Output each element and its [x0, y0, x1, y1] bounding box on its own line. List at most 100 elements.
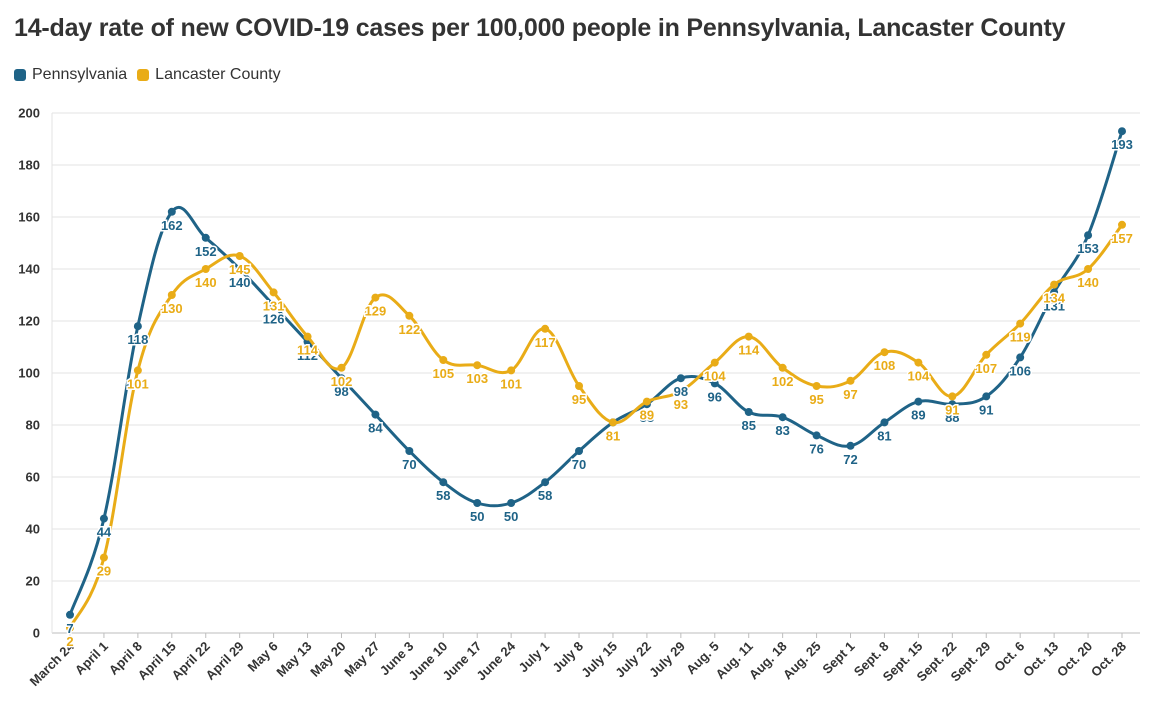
point-pennsylvania-sept-22[interactable]: [948, 400, 957, 409]
point-pennsylvania-oct-6[interactable]: [1016, 353, 1025, 362]
data-label-lancaster-county-june-24: 101: [500, 376, 522, 391]
x-tick-label-oct-20: Oct. 20: [1054, 639, 1095, 680]
point-pennsylvania-june-17[interactable]: [473, 499, 482, 507]
point-pennsylvania-aug-18[interactable]: [778, 413, 787, 422]
legend-item-pennsylvania[interactable]: Pennsylvania: [14, 66, 127, 84]
data-label-pennsylvania-april-1: 44: [97, 525, 112, 540]
point-lancaster-county-april-22[interactable]: [201, 265, 210, 273]
legend-label-pennsylvania: Pennsylvania: [32, 66, 128, 83]
point-lancaster-county-oct-13[interactable]: [1050, 280, 1059, 289]
data-label-lancaster-county-july-1: 117: [535, 335, 556, 350]
point-lancaster-county-july-8[interactable]: [575, 382, 584, 390]
point-lancaster-county-june-24[interactable]: [507, 366, 516, 375]
data-label-pennsylvania-july-8: 70: [572, 457, 586, 472]
point-pennsylvania-april-1[interactable]: [99, 514, 108, 523]
point-pennsylvania-aug-5[interactable]: [710, 379, 719, 388]
data-label-pennsylvania-may-6: 126: [263, 311, 285, 326]
point-lancaster-county-july-1[interactable]: [541, 324, 550, 333]
point-lancaster-county-april-8[interactable]: [133, 366, 142, 375]
x-tick-label-july-22: July 22: [612, 639, 654, 681]
point-pennsylvania-july-8[interactable]: [575, 447, 584, 455]
point-pennsylvania-sept-15[interactable]: [914, 397, 923, 406]
point-lancaster-county-june-3[interactable]: [405, 311, 414, 320]
data-label-lancaster-county-oct-13: 134: [1043, 291, 1065, 306]
data-label-pennsylvania-july-29: 98: [674, 384, 688, 399]
point-lancaster-county-sept-8[interactable]: [880, 348, 889, 357]
point-lancaster-county-aug-18[interactable]: [778, 363, 787, 372]
point-lancaster-county-april-1[interactable]: [99, 553, 108, 562]
point-lancaster-county-july-15[interactable]: [608, 418, 617, 427]
point-pennsylvania-july-29[interactable]: [676, 374, 685, 383]
point-pennsylvania-may-27[interactable]: [371, 410, 380, 419]
point-lancaster-county-sept-1[interactable]: [846, 376, 855, 385]
x-tick-label-may-27: May 27: [341, 639, 382, 680]
point-pennsylvania-june-10[interactable]: [439, 478, 448, 487]
point-pennsylvania-oct-28[interactable]: [1118, 127, 1126, 136]
data-label-pennsylvania-oct-28: 193: [1111, 137, 1133, 152]
x-tick-label-may-20: May 20: [307, 639, 348, 680]
point-lancaster-county-july-22[interactable]: [642, 397, 651, 406]
y-tick-label: 0: [33, 626, 40, 641]
data-label-pennsylvania-july-15: 81: [606, 428, 620, 443]
point-pennsylvania-march-24[interactable]: [66, 610, 74, 619]
point-pennsylvania-may-6[interactable]: [269, 301, 278, 310]
point-lancaster-county-sept-29[interactable]: [982, 350, 991, 359]
point-pennsylvania-april-22[interactable]: [201, 233, 210, 242]
point-lancaster-county-april-29[interactable]: [235, 252, 244, 260]
data-label-lancaster-county-july-29: 93: [674, 397, 688, 412]
point-lancaster-county-march-24[interactable]: [66, 623, 74, 632]
point-lancaster-county-may-6[interactable]: [269, 288, 278, 297]
point-pennsylvania-sept-29[interactable]: [982, 392, 991, 401]
data-label-pennsylvania-oct-20: 153: [1077, 241, 1099, 256]
series-layer: [66, 127, 1126, 632]
x-tick-label-july-1: July 1: [516, 639, 553, 676]
y-tick-label: 140: [18, 262, 40, 277]
point-lancaster-county-aug-25[interactable]: [812, 382, 821, 390]
point-lancaster-county-oct-20[interactable]: [1084, 265, 1093, 273]
point-pennsylvania-sept-1[interactable]: [846, 441, 855, 450]
point-lancaster-county-oct-28[interactable]: [1118, 220, 1126, 229]
point-lancaster-county-oct-6[interactable]: [1016, 319, 1025, 328]
point-pennsylvania-june-24[interactable]: [507, 499, 516, 507]
point-lancaster-county-may-20[interactable]: [337, 363, 346, 372]
y-tick-label: 200: [18, 106, 40, 121]
point-pennsylvania-aug-25[interactable]: [812, 431, 821, 440]
point-lancaster-county-april-15[interactable]: [167, 291, 176, 299]
data-labels: 7 44 118 162 152 140 126 112 98 84 70 58 50 50 58 70 81 8…: [65, 136, 1134, 651]
data-label-pennsylvania-july-22: 88: [640, 410, 654, 425]
point-pennsylvania-oct-13[interactable]: [1050, 288, 1059, 297]
x-tick-label-aug-25: Aug. 25: [780, 639, 824, 683]
point-lancaster-county-sept-22[interactable]: [948, 392, 957, 401]
point-pennsylvania-aug-11[interactable]: [744, 408, 753, 416]
point-pennsylvania-may-20[interactable]: [337, 374, 346, 383]
point-lancaster-county-may-13[interactable]: [303, 332, 312, 341]
point-pennsylvania-april-8[interactable]: [133, 322, 142, 331]
legend-swatch-lancaster-county: [137, 69, 150, 81]
data-label-lancaster-county-july-8: 95: [572, 392, 586, 407]
point-pennsylvania-april-15[interactable]: [167, 207, 176, 216]
data-label-lancaster-county-may-13: 114: [297, 343, 319, 358]
point-lancaster-county-july-29[interactable]: [676, 387, 685, 396]
y-tick-label: 80: [26, 418, 40, 433]
point-pennsylvania-sept-8[interactable]: [880, 418, 889, 427]
series-line-lancaster-county: [68, 223, 1124, 630]
data-label-lancaster-county-sept-15: 104: [908, 369, 930, 384]
legend-swatch-pennsylvania: [14, 69, 26, 81]
point-pennsylvania-july-1[interactable]: [541, 478, 550, 487]
point-lancaster-county-sept-15[interactable]: [914, 358, 923, 367]
point-pennsylvania-june-3[interactable]: [405, 447, 414, 455]
point-lancaster-county-june-17[interactable]: [473, 361, 482, 370]
point-lancaster-county-aug-5[interactable]: [710, 358, 719, 367]
point-lancaster-county-aug-11[interactable]: [744, 332, 753, 341]
data-label-pennsylvania-april-15: 162: [161, 218, 183, 233]
legend-label-lancaster-county: Lancaster County: [155, 66, 281, 83]
data-label-pennsylvania-oct-6: 106: [1009, 363, 1031, 378]
x-tick-label-oct-28: Oct. 28: [1088, 639, 1129, 680]
point-lancaster-county-may-27[interactable]: [371, 293, 380, 302]
point-pennsylvania-april-29[interactable]: [235, 265, 244, 273]
data-label-pennsylvania-aug-11: 85: [741, 418, 755, 433]
point-pennsylvania-oct-20[interactable]: [1084, 231, 1093, 240]
legend-item-lancaster-county[interactable]: Lancaster County: [137, 66, 281, 84]
point-lancaster-county-june-10[interactable]: [439, 356, 448, 364]
